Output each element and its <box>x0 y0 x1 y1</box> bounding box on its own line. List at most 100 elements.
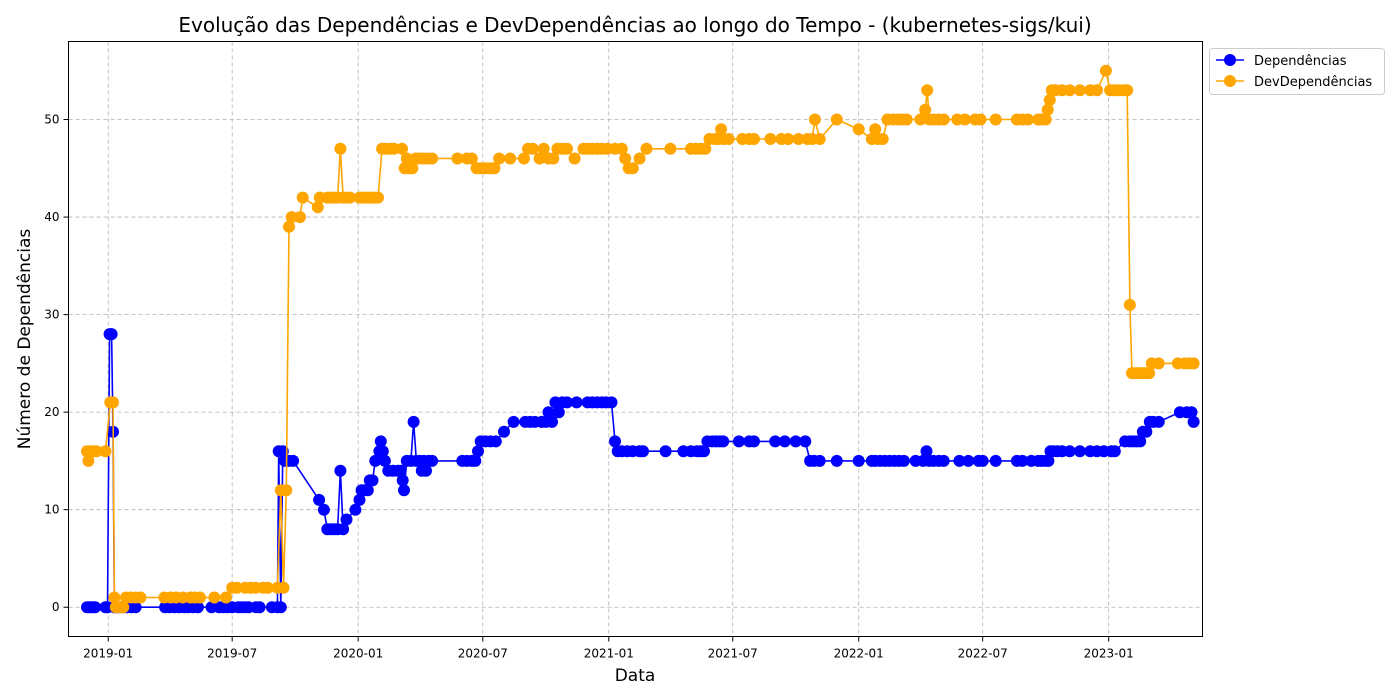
data-point-devdependencias <box>921 84 934 97</box>
data-point-dependencias <box>830 454 843 467</box>
data-point-dependencias <box>376 445 389 458</box>
data-point-dependencias <box>570 396 583 409</box>
data-point-dependencias <box>287 454 300 467</box>
data-point-devdependencias <box>626 162 639 175</box>
data-point-devdependencias <box>406 162 419 175</box>
data-point-devdependencias <box>1063 84 1076 97</box>
data-point-devdependencias <box>568 152 581 165</box>
legend-label-dependencias: Dependências <box>1254 54 1347 69</box>
data-point-dependencias <box>472 445 484 458</box>
data-point-devdependencias <box>914 113 927 126</box>
data-point-dependencias <box>349 503 362 516</box>
data-point-dependencias <box>778 435 791 448</box>
data-point-devdependencias <box>387 142 400 155</box>
data-point-devdependencias <box>277 581 290 594</box>
data-point-dependencias <box>852 454 865 467</box>
data-point-dependencias <box>396 474 409 487</box>
data-point-dependencias <box>789 435 802 448</box>
series-dependencias <box>81 328 1200 614</box>
data-point-devdependencias <box>764 133 777 145</box>
data-point-devdependencias <box>533 152 546 165</box>
data-point-dependencias <box>546 415 558 428</box>
x-tick-label: 2023-01 <box>1084 647 1134 661</box>
data-point-dependencias <box>1187 415 1200 428</box>
data-point-devdependencias <box>283 220 295 233</box>
data-point-devdependencias <box>396 142 408 155</box>
data-point-dependencias <box>1073 445 1086 458</box>
data-point-devdependencias <box>108 591 121 604</box>
x-axis-label: Data <box>615 666 656 686</box>
data-point-devdependencias <box>465 152 478 165</box>
data-point-dependencias <box>89 601 102 614</box>
data-point-devdependencias <box>294 211 306 224</box>
data-point-devdependencias <box>633 152 646 165</box>
x-tick-label: 2022-01 <box>834 647 884 661</box>
data-point-devdependencias <box>1043 94 1056 106</box>
data-point-dependencias <box>962 454 975 467</box>
data-point-dependencias <box>366 474 379 487</box>
data-point-devdependencias <box>715 123 728 136</box>
data-point-dependencias <box>989 454 1002 467</box>
data-point-devdependencias <box>400 152 413 165</box>
data-point-dependencias <box>337 523 350 536</box>
data-point-devdependencias <box>451 152 464 165</box>
legend-marker-dependencias <box>1224 54 1236 66</box>
data-point-dependencias <box>340 513 353 526</box>
data-point-devdependencias <box>1143 367 1156 380</box>
data-point-devdependencias <box>517 152 530 165</box>
x-tick-label: 2019-07 <box>207 647 257 661</box>
data-point-dependencias <box>659 445 672 458</box>
data-point-devdependencias <box>869 123 882 136</box>
data-point-devdependencias <box>900 113 913 126</box>
data-point-devdependencias <box>134 591 147 604</box>
data-point-devdependencias <box>231 581 243 594</box>
data-point-devdependencias <box>334 142 347 155</box>
data-point-devdependencias <box>220 591 232 604</box>
data-point-devdependencias <box>261 581 274 594</box>
data-point-devdependencias <box>640 142 653 155</box>
data-point-devdependencias <box>117 601 130 614</box>
data-point-devdependencias <box>989 113 1002 126</box>
data-point-dependencias <box>732 435 745 448</box>
data-point-devdependencias <box>615 142 628 155</box>
data-point-dependencias <box>561 396 573 409</box>
data-point-devdependencias <box>830 113 843 126</box>
legend: Dependências DevDependências <box>1209 48 1385 95</box>
y-tick-label: 10 <box>44 503 59 517</box>
data-point-dependencias <box>274 601 287 614</box>
data-point-devdependencias <box>493 152 506 165</box>
data-point-dependencias <box>769 435 782 448</box>
x-tick-label: 2019-01 <box>83 647 133 661</box>
data-point-devdependencias <box>1021 113 1034 126</box>
data-point-dependencias <box>717 435 730 448</box>
data-point-devdependencias <box>1039 113 1052 126</box>
data-point-dependencias <box>542 406 555 419</box>
data-point-devdependencias <box>813 133 826 145</box>
data-point-devdependencias <box>488 162 501 175</box>
data-point-devdependencias <box>619 152 632 165</box>
data-point-dependencias <box>469 454 482 467</box>
data-point-devdependencias <box>974 113 987 126</box>
data-point-dependencias <box>191 601 204 614</box>
data-point-devdependencias <box>311 201 324 214</box>
data-point-devdependencias <box>1123 298 1136 311</box>
data-point-devdependencias <box>937 113 950 126</box>
y-tick-label: 30 <box>44 308 59 322</box>
data-point-devdependencias <box>919 103 932 116</box>
y-tick-label: 40 <box>44 210 59 224</box>
y-tick-label: 0 <box>52 600 60 614</box>
data-point-devdependencias <box>1041 103 1054 116</box>
chart-title: Evolução das Dependências e DevDependênc… <box>178 13 1091 37</box>
data-point-dependencias <box>353 493 366 506</box>
data-point-dependencias <box>609 435 621 448</box>
data-point-devdependencias <box>1091 84 1103 97</box>
data-point-dependencias <box>920 445 933 458</box>
x-tick-label: 2020-07 <box>458 647 508 661</box>
data-point-devdependencias <box>792 133 805 145</box>
data-point-devdependencias <box>876 133 889 145</box>
data-point-devdependencias <box>296 191 309 204</box>
data-point-dependencias <box>426 454 439 467</box>
data-point-dependencias <box>369 454 382 467</box>
data-point-dependencias <box>1134 435 1147 448</box>
data-point-dependencias <box>1016 454 1029 467</box>
